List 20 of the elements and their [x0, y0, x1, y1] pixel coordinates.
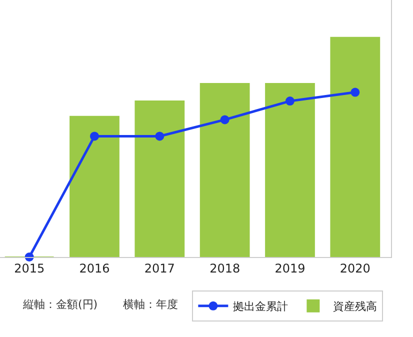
x-tick-label: 2016	[79, 261, 110, 276]
point	[350, 88, 360, 97]
x-tick-label: 2019	[274, 261, 306, 276]
point	[285, 96, 294, 106]
text: 横軸：年度	[123, 298, 178, 311]
x-tick-label: 2017	[144, 261, 175, 276]
bar	[134, 100, 185, 257]
point	[155, 132, 164, 141]
bar	[70, 116, 120, 257]
text: 縦軸：金額(円)	[22, 298, 98, 311]
bar	[265, 82, 315, 257]
point	[90, 132, 99, 141]
legend-label: 資産残高	[333, 300, 378, 314]
x-tick-label: 2015	[14, 261, 45, 276]
point	[220, 115, 230, 124]
x-tick-label: 2018	[210, 261, 240, 276]
bar	[330, 36, 380, 257]
bar	[200, 82, 250, 257]
x-tick-label: 2020	[340, 261, 370, 276]
legend-label: 拠出金累計	[233, 300, 288, 314]
